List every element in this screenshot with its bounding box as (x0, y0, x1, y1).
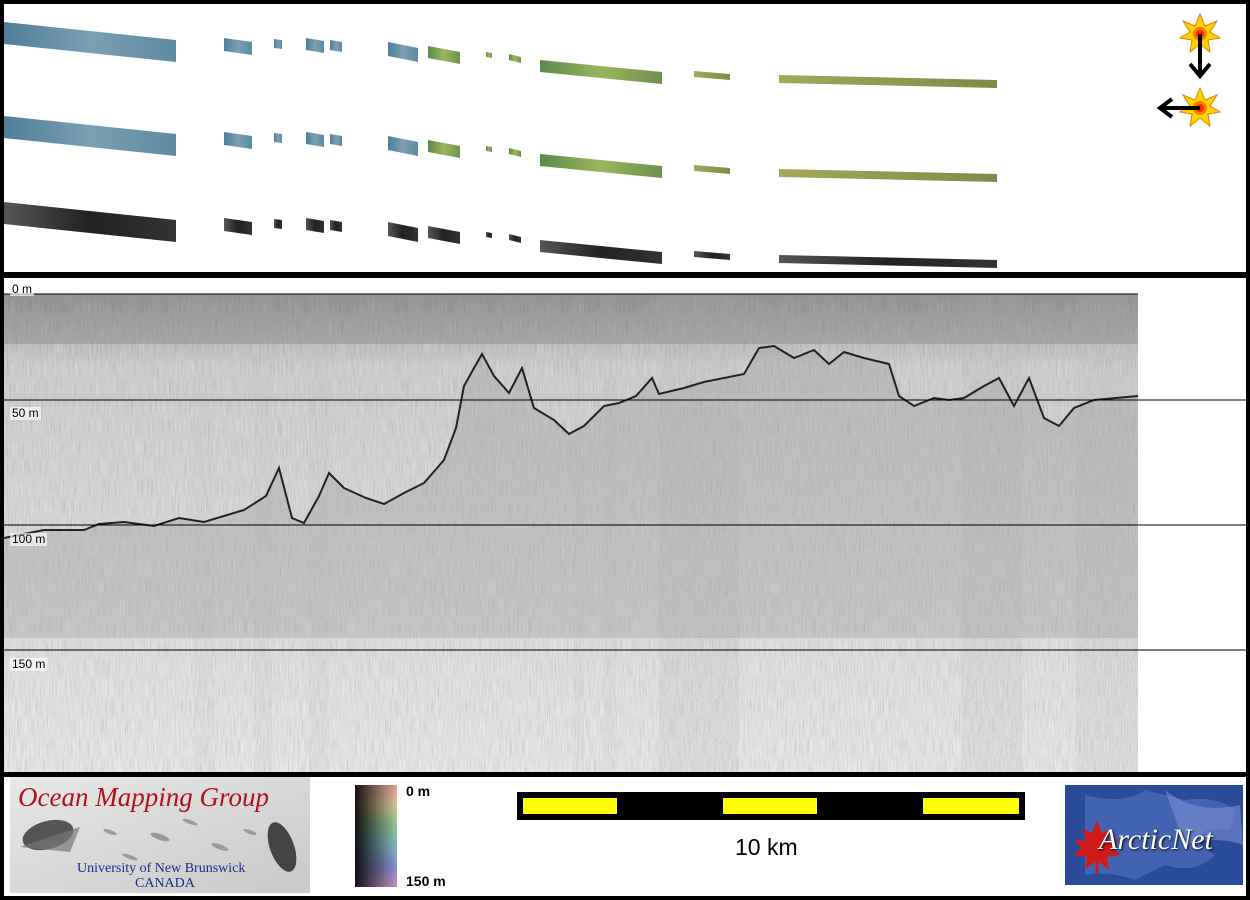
swath-segment (486, 52, 492, 58)
noise-band (604, 294, 616, 772)
swath-segment (694, 251, 730, 260)
swath-segment (224, 218, 252, 235)
swath-segment (4, 202, 176, 242)
swath-segment (540, 154, 662, 178)
swath-segment (388, 42, 418, 62)
depth-label-0m: 0 m (10, 282, 35, 296)
noise-band (194, 294, 214, 772)
sonar-fish-icon (267, 822, 297, 872)
profile-svg (4, 293, 1246, 772)
colorbar-top-label: 0 m (406, 783, 431, 799)
backscatter-grayscale-row (4, 202, 997, 268)
surface-reverb-band (4, 294, 1138, 344)
arcticnet-logo (1065, 785, 1243, 885)
arrow-down-icon (1188, 34, 1212, 80)
swath-segment (779, 169, 997, 182)
noise-band (1076, 294, 1138, 772)
swath-segment (306, 218, 324, 233)
footer-legend-panel: Ocean Mapping Group University of New Br… (4, 777, 1246, 896)
noise-band (574, 294, 584, 772)
subbottom-profile-panel: 0 m 50 m 100 m 150 m (4, 278, 1246, 772)
noise-band (254, 294, 272, 772)
swath-segment (486, 232, 492, 238)
swath-segment (779, 255, 997, 268)
swath-segment (540, 240, 662, 264)
scale-bar-segment (923, 798, 1019, 814)
swath-segment (509, 54, 521, 63)
swath-segment (330, 220, 342, 232)
swath-segment (540, 60, 662, 84)
scale-bar-segment (523, 798, 617, 814)
ocean-mapping-country: CANADA (135, 876, 195, 891)
swath-segment (428, 140, 460, 158)
arrow-left-icon (1156, 97, 1200, 119)
ocean-mapping-title: Ocean Mapping Group (18, 782, 269, 812)
swath-segment (388, 136, 418, 156)
swath-strips-svg (4, 12, 1222, 268)
arcticnet-wordmark: ArcticNet (1099, 823, 1213, 856)
depth-label-50m: 50 m (10, 406, 41, 420)
ocean-logo-graphic (10, 777, 310, 893)
swath-segment (224, 132, 252, 149)
swath-segment (306, 38, 324, 53)
echogram-noise (4, 294, 1138, 772)
swath-segment (694, 165, 730, 174)
scale-bar-label: 10 km (735, 834, 798, 860)
swath-segment (428, 226, 460, 244)
scale-bar-segment (723, 798, 817, 814)
backscatter-color-row (4, 22, 997, 88)
swath-segment (509, 148, 521, 157)
swath-segment (4, 116, 176, 156)
subbottom-sediment (4, 346, 1138, 638)
swath-segment (694, 71, 730, 80)
swath-segment (306, 132, 324, 147)
colorbar-bottom-label: 150 m (406, 873, 446, 889)
noise-band (962, 294, 1022, 772)
swath-segment (509, 234, 521, 243)
swath-segment (330, 134, 342, 146)
ocean-mapping-university: University of New Brunswick (77, 861, 246, 876)
backscatter-color-row (4, 116, 997, 182)
swath-segment (779, 75, 997, 88)
depth-colorbar (355, 785, 397, 887)
swath-segment (4, 22, 176, 62)
scale-bar (517, 792, 1025, 820)
swath-segment (388, 222, 418, 242)
swath-map-panel (4, 4, 1246, 272)
swath-segment (224, 38, 252, 55)
swath-segment (428, 46, 460, 64)
depth-label-100m: 100 m (10, 532, 48, 546)
swath-segment (330, 40, 342, 52)
swath-segment (274, 133, 282, 143)
noise-bands (194, 294, 1138, 772)
swath-rows-group (4, 22, 997, 268)
maple-leaf-icon (1073, 821, 1121, 873)
swath-segment (486, 146, 492, 152)
noise-band (659, 294, 739, 772)
depth-label-150m: 150 m (10, 657, 48, 671)
noise-band (309, 294, 329, 772)
swath-segment (274, 219, 282, 229)
swath-segment (274, 39, 282, 49)
sonar-fish-icon (20, 819, 80, 852)
